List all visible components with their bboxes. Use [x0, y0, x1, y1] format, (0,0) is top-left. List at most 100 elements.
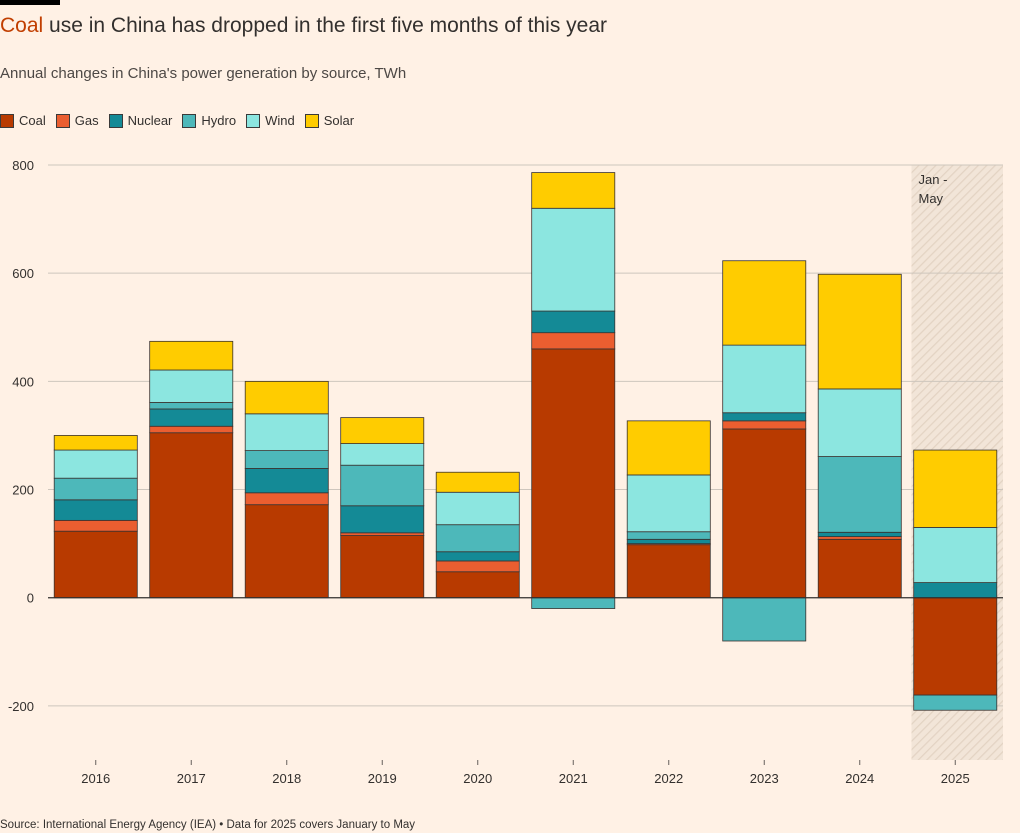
x-tick-label: 2019 [368, 771, 397, 786]
bar-wind-2016 [53, 449, 138, 479]
y-tick-label: 600 [12, 266, 34, 281]
brand-bar [0, 0, 60, 5]
source-note: Source: International Energy Agency (IEA… [0, 819, 416, 831]
bar-wind-2021 [531, 207, 616, 312]
bar-gas-2019 [340, 532, 425, 536]
bar-hydro-2017 [149, 402, 234, 410]
bar-nuclear-2020 [435, 551, 520, 562]
bar-gas-2018 [244, 492, 329, 506]
chart-subtitle: Annual changes in China's power generati… [0, 65, 407, 82]
x-tick-label: 2020 [463, 771, 492, 786]
bar-coal-2022 [626, 544, 711, 599]
legend-item-coal: Coal [0, 113, 46, 128]
y-tick-label: 400 [12, 374, 34, 389]
bar-solar-2022 [626, 420, 711, 476]
bar-nuclear-2024 [817, 531, 902, 538]
legend-item-hydro: Hydro [182, 113, 236, 128]
x-tick-label: 2023 [750, 771, 779, 786]
bar-solar-2018 [244, 380, 329, 415]
bar-solar-2020 [435, 471, 520, 493]
bar-nuclear-2022 [626, 538, 711, 545]
stacked-bar-chart: -200 0 200 400 600 800 2016 2017 2018 2019 2020 202… [8, 158, 1003, 786]
bar-coal-2018 [244, 504, 329, 599]
bar-solar-2023 [722, 260, 807, 346]
x-tick-label: 2022 [654, 771, 683, 786]
legend-label: Gas [74, 113, 99, 128]
bar-coal-2021 [531, 348, 616, 599]
chart-title: Coal use in China has dropped in the fir… [0, 14, 607, 38]
bar-wind-2023 [722, 344, 807, 414]
bar-gas-2023 [722, 420, 807, 430]
bar-solar-2021 [531, 172, 616, 209]
bar-wind-2022 [626, 474, 711, 533]
bar-nuclear-2025 [913, 582, 998, 599]
annotation-text: May [919, 191, 944, 206]
legend-swatch [0, 113, 14, 128]
title-highlight: Coal [0, 14, 44, 37]
bar-hydro-2021 [531, 597, 616, 609]
bar-hydro-2020 [435, 524, 520, 553]
bar-gas-2024 [817, 536, 902, 540]
y-tick-label: -200 [8, 699, 34, 714]
bar-solar-2019 [340, 417, 425, 444]
bar-coal-2023 [722, 428, 807, 599]
bar-coal-2016 [53, 530, 138, 599]
legend-label: Nuclear [127, 113, 173, 128]
bar-solar-2017 [149, 340, 234, 371]
bar-solar-2024 [817, 273, 902, 390]
x-tick-label: 2021 [559, 771, 588, 786]
legend-swatch [246, 113, 261, 128]
bar-hydro-2018 [244, 450, 329, 469]
bar-coal-2020 [435, 571, 520, 599]
bar-gas-2021 [531, 332, 616, 350]
bar-wind-2018 [244, 413, 329, 451]
bar-coal-2019 [340, 535, 425, 599]
bar-wind-2019 [340, 443, 425, 466]
bar-coal-2025 [913, 597, 998, 696]
x-tick-label: 2025 [941, 771, 970, 786]
bar-gas-2016 [53, 519, 138, 532]
x-tick-label: 2017 [177, 771, 206, 786]
bar-gas-2017 [149, 425, 234, 434]
legend-label: Hydro [201, 113, 237, 128]
bar-wind-2024 [817, 388, 902, 457]
y-tick-label: 200 [12, 483, 34, 498]
bar-nuclear-2023 [722, 412, 807, 422]
annotation-text: Jan - [919, 172, 948, 187]
legend-item-solar: Solar [304, 113, 355, 128]
bar-coal-2024 [817, 538, 902, 599]
bar-nuclear-2019 [340, 505, 425, 534]
chart-legend: Coal Gas Nuclear Hydro Wind Solar [0, 113, 364, 128]
bar-nuclear-2018 [244, 468, 329, 494]
bar-hydro-2016 [53, 477, 138, 501]
legend-item-wind: Wind [246, 113, 295, 128]
bar-hydro-2024 [817, 456, 902, 533]
legend-swatch [108, 113, 123, 128]
legend-item-gas: Gas [55, 113, 99, 128]
bar-nuclear-2017 [149, 408, 234, 427]
legend-swatch [55, 113, 70, 128]
bar-hydro-2023 [722, 597, 807, 642]
legend-swatch [304, 113, 319, 128]
bar-coal-2017 [149, 432, 234, 599]
bar-hydro-2025 [913, 694, 998, 711]
legend-label: Coal [19, 113, 46, 128]
x-tick-label: 2016 [81, 771, 110, 786]
legend-swatch [182, 113, 197, 128]
bar-hydro-2022 [626, 531, 711, 540]
title-rest: use in China has dropped in the first fi… [43, 14, 608, 37]
bar-wind-2025 [913, 527, 998, 583]
legend-item-nuclear: Nuclear [108, 113, 173, 128]
bar-wind-2017 [149, 369, 234, 403]
x-tick-label: 2018 [272, 771, 301, 786]
bar-wind-2020 [435, 491, 520, 526]
bar-gas-2020 [435, 560, 520, 573]
bar-hydro-2019 [340, 464, 425, 507]
legend-label: Wind [265, 113, 295, 128]
bar-solar-2025 [913, 449, 998, 528]
y-tick-label: 800 [12, 158, 34, 173]
bar-nuclear-2016 [53, 499, 138, 521]
y-tick-label: 0 [27, 591, 34, 606]
legend-label: Solar [323, 113, 355, 128]
bar-solar-2016 [53, 435, 138, 451]
